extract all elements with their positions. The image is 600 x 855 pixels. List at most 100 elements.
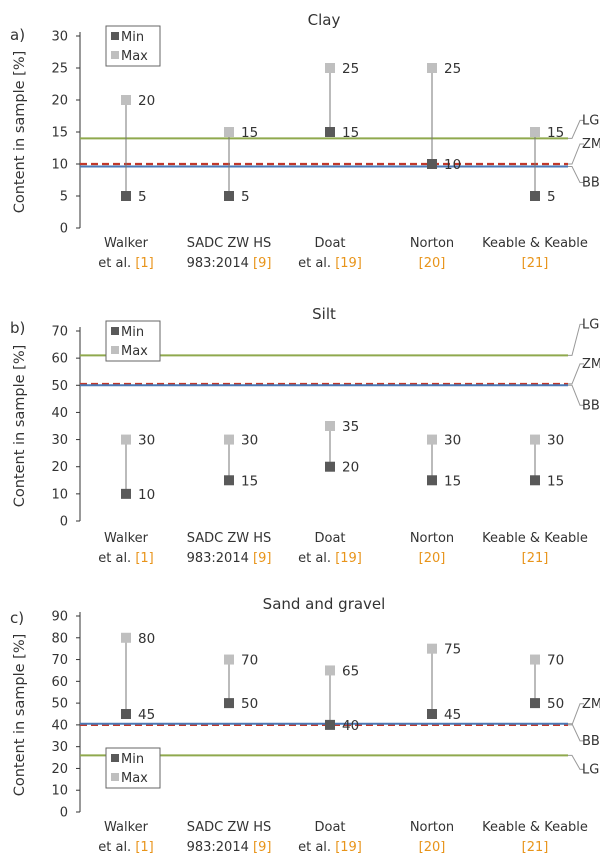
max-marker: [325, 421, 335, 431]
category-sub: et al.: [298, 551, 335, 566]
legend-min-label: Min: [121, 30, 144, 45]
category-label: Keable & Keable: [482, 820, 588, 835]
category-ref: [19]: [335, 551, 362, 566]
max-value-label: 20: [138, 93, 155, 109]
y-tick-label: 20: [51, 94, 68, 109]
reference-leader: [568, 119, 584, 139]
y-tick-label: 5: [60, 190, 68, 205]
y-axis-label: Content in sample [%]: [12, 634, 28, 797]
category-ref: [19]: [335, 840, 362, 855]
max-marker: [530, 654, 540, 665]
y-tick-label: 25: [51, 62, 68, 77]
category-ref-line: et al. [1]: [98, 551, 154, 566]
reference-leader: [568, 143, 584, 165]
chart-panel-3: c) Sand and gravel Content in sample [%] 0 1…: [10, 595, 600, 855]
reference-leader: [568, 323, 584, 356]
category-sub: et al.: [298, 256, 335, 271]
y-tick-label: 40: [51, 718, 68, 733]
category-sub: 983:2014: [187, 256, 253, 271]
max-value-label: 30: [444, 433, 461, 449]
y-tick-label: 0: [60, 222, 68, 237]
max-value-label: 15: [547, 125, 564, 141]
y-tick-label: 40: [51, 406, 68, 421]
max-marker: [530, 127, 540, 137]
min-value-label: 45: [444, 707, 461, 723]
min-marker: [530, 191, 540, 201]
min-marker: [224, 698, 234, 709]
min-value-label: 10: [138, 487, 155, 503]
legend-max-label: Max: [121, 344, 148, 359]
min-value-label: 5: [241, 189, 250, 205]
category-sub: 983:2014: [187, 840, 253, 855]
category-label: Walker: [104, 820, 149, 835]
reference-leader: [568, 754, 584, 770]
max-value-label: 25: [342, 61, 359, 77]
chart-panel-1: a) Clay Content in sample [%] 0 5 10 15 20 25 30 L…: [10, 11, 600, 271]
min-value-label: 5: [547, 189, 556, 205]
max-value-label: 30: [241, 433, 258, 449]
reference-label-zm: ZM: [582, 137, 600, 152]
category-sub: et al.: [98, 840, 135, 855]
max-marker: [325, 665, 335, 676]
min-marker: [121, 709, 131, 719]
reference-leader: [568, 166, 584, 184]
min-marker: [121, 488, 131, 499]
min-value-label: 50: [547, 696, 564, 712]
y-tick-label: 80: [51, 631, 68, 646]
min-value-label: 20: [342, 460, 359, 476]
category-ref-line: [20]: [419, 551, 446, 566]
max-marker: [530, 434, 540, 445]
max-marker: [427, 63, 437, 73]
category-ref: [9]: [253, 551, 271, 566]
min-marker: [325, 127, 335, 137]
y-axis-label: Content in sample [%]: [12, 345, 28, 508]
reference-leader: [568, 363, 584, 385]
max-marker: [325, 63, 335, 73]
y-tick-label: 50: [51, 379, 68, 394]
reference-label-lg: LG: [582, 762, 599, 777]
category-ref: [1]: [135, 551, 153, 566]
y-axis-label: Content in sample [%]: [12, 51, 28, 214]
category-ref-line: [20]: [419, 840, 446, 855]
category-label: Walker: [104, 236, 149, 251]
reference-label-bb: BB: [582, 398, 600, 413]
legend-max-label: Max: [121, 771, 148, 786]
y-tick-label: 20: [51, 762, 68, 777]
reference-leader: [568, 703, 584, 726]
max-value-label: 25: [444, 61, 461, 77]
min-marker: [530, 475, 540, 486]
chart-title: Silt: [312, 305, 336, 323]
min-marker: [427, 709, 437, 719]
min-value-label: 10: [444, 157, 461, 173]
legend-min-label: Min: [121, 752, 144, 767]
max-marker: [427, 643, 437, 654]
legend-min-swatch: [111, 32, 119, 40]
category-ref: [20]: [419, 551, 446, 566]
category-ref-line: 983:2014 [9]: [187, 840, 272, 855]
y-tick-label: 10: [51, 158, 68, 173]
category-label: Walker: [104, 531, 149, 546]
max-value-label: 70: [547, 653, 564, 669]
category-ref: [1]: [135, 256, 153, 271]
reference-leader: [568, 723, 584, 742]
legend: Min Max: [105, 747, 161, 789]
legend-max-swatch: [111, 346, 119, 354]
category-label: Doat: [314, 531, 345, 546]
category-ref-line: et al. [19]: [298, 551, 362, 566]
y-tick-label: 15: [51, 126, 68, 141]
category-ref: [19]: [335, 256, 362, 271]
category-label: Norton: [410, 531, 454, 546]
y-tick-label: 0: [60, 515, 68, 530]
category-ref: [9]: [253, 840, 271, 855]
reference-label-zm: ZM: [582, 697, 600, 712]
category-label: Norton: [410, 820, 454, 835]
min-marker: [224, 475, 234, 486]
y-tick-label: 60: [51, 352, 68, 367]
category-ref: [9]: [253, 256, 271, 271]
panel-letter: c): [10, 609, 24, 627]
legend-max-label: Max: [121, 49, 148, 64]
category-ref-line: [21]: [522, 256, 549, 271]
y-tick-label: 0: [60, 806, 68, 821]
max-value-label: 30: [547, 433, 564, 449]
